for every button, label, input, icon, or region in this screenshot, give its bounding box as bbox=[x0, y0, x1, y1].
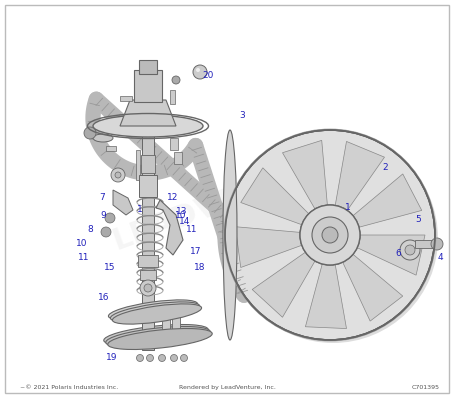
Text: 4: 4 bbox=[437, 252, 443, 262]
Ellipse shape bbox=[223, 130, 237, 340]
Polygon shape bbox=[113, 190, 133, 215]
FancyBboxPatch shape bbox=[136, 150, 140, 180]
Polygon shape bbox=[120, 100, 176, 126]
Text: 12: 12 bbox=[167, 194, 179, 202]
Text: 16: 16 bbox=[98, 294, 110, 302]
Text: 9: 9 bbox=[100, 210, 106, 220]
Circle shape bbox=[400, 240, 420, 260]
Polygon shape bbox=[342, 253, 403, 321]
FancyBboxPatch shape bbox=[142, 136, 154, 350]
Polygon shape bbox=[351, 174, 422, 228]
FancyBboxPatch shape bbox=[141, 155, 155, 173]
FancyBboxPatch shape bbox=[170, 90, 175, 104]
Circle shape bbox=[322, 227, 338, 243]
Polygon shape bbox=[235, 227, 303, 268]
Circle shape bbox=[181, 354, 187, 362]
FancyBboxPatch shape bbox=[174, 152, 182, 164]
Circle shape bbox=[405, 245, 415, 255]
FancyBboxPatch shape bbox=[139, 175, 157, 197]
Text: 11: 11 bbox=[186, 226, 198, 234]
Circle shape bbox=[158, 354, 166, 362]
Text: 15: 15 bbox=[104, 264, 116, 272]
Polygon shape bbox=[305, 262, 347, 328]
Circle shape bbox=[431, 238, 443, 250]
Text: C701395: C701395 bbox=[412, 385, 440, 390]
Text: ~© 2021 Polaris Industries Inc.: ~© 2021 Polaris Industries Inc. bbox=[20, 385, 118, 390]
Text: 20: 20 bbox=[202, 70, 214, 80]
FancyBboxPatch shape bbox=[138, 255, 158, 267]
Text: 14: 14 bbox=[179, 218, 191, 226]
FancyBboxPatch shape bbox=[139, 60, 157, 74]
Text: 11: 11 bbox=[78, 254, 90, 262]
Circle shape bbox=[105, 213, 115, 223]
Ellipse shape bbox=[111, 302, 200, 322]
Text: 1: 1 bbox=[345, 202, 351, 212]
Ellipse shape bbox=[108, 328, 212, 350]
Circle shape bbox=[300, 205, 360, 265]
Polygon shape bbox=[355, 235, 425, 275]
FancyBboxPatch shape bbox=[106, 146, 116, 151]
Text: 18: 18 bbox=[194, 264, 206, 272]
Circle shape bbox=[140, 280, 156, 296]
Circle shape bbox=[312, 217, 348, 253]
Text: Rendered by LeadVenture, Inc.: Rendered by LeadVenture, Inc. bbox=[178, 385, 275, 390]
FancyBboxPatch shape bbox=[134, 70, 162, 102]
Text: 7: 7 bbox=[99, 192, 105, 202]
FancyBboxPatch shape bbox=[170, 138, 178, 150]
Circle shape bbox=[84, 127, 96, 139]
Text: 10: 10 bbox=[175, 210, 187, 220]
Circle shape bbox=[144, 284, 152, 292]
Circle shape bbox=[196, 68, 200, 72]
Circle shape bbox=[101, 227, 111, 237]
Circle shape bbox=[322, 227, 338, 243]
Polygon shape bbox=[335, 142, 384, 212]
Ellipse shape bbox=[108, 300, 197, 320]
Text: 8: 8 bbox=[87, 226, 93, 234]
FancyBboxPatch shape bbox=[415, 240, 435, 248]
Text: 6: 6 bbox=[395, 248, 401, 258]
Text: 5: 5 bbox=[415, 216, 421, 224]
Circle shape bbox=[312, 217, 348, 253]
Text: 1: 1 bbox=[137, 206, 143, 214]
Text: 17: 17 bbox=[190, 248, 202, 256]
Polygon shape bbox=[241, 168, 310, 226]
Ellipse shape bbox=[106, 326, 210, 348]
Text: 19: 19 bbox=[106, 354, 118, 362]
Circle shape bbox=[300, 205, 360, 265]
FancyBboxPatch shape bbox=[120, 96, 132, 101]
Text: 10: 10 bbox=[76, 238, 88, 248]
Circle shape bbox=[193, 65, 207, 79]
Text: 3: 3 bbox=[239, 110, 245, 120]
Circle shape bbox=[172, 76, 180, 84]
Circle shape bbox=[228, 133, 438, 343]
Ellipse shape bbox=[93, 134, 113, 142]
FancyBboxPatch shape bbox=[172, 315, 180, 335]
Circle shape bbox=[111, 168, 125, 182]
Text: 13: 13 bbox=[176, 208, 188, 216]
Circle shape bbox=[115, 172, 121, 178]
Circle shape bbox=[225, 130, 435, 340]
Ellipse shape bbox=[112, 304, 202, 324]
Text: 2: 2 bbox=[382, 164, 388, 172]
Ellipse shape bbox=[104, 324, 208, 346]
Ellipse shape bbox=[93, 115, 203, 137]
Polygon shape bbox=[156, 200, 183, 255]
Circle shape bbox=[147, 354, 153, 362]
Text: LEADVENTURE: LEADVENTURE bbox=[108, 144, 352, 256]
FancyBboxPatch shape bbox=[162, 315, 170, 335]
FancyBboxPatch shape bbox=[140, 270, 156, 280]
Polygon shape bbox=[283, 140, 328, 211]
Circle shape bbox=[171, 354, 177, 362]
Circle shape bbox=[136, 354, 143, 362]
Polygon shape bbox=[252, 251, 316, 317]
